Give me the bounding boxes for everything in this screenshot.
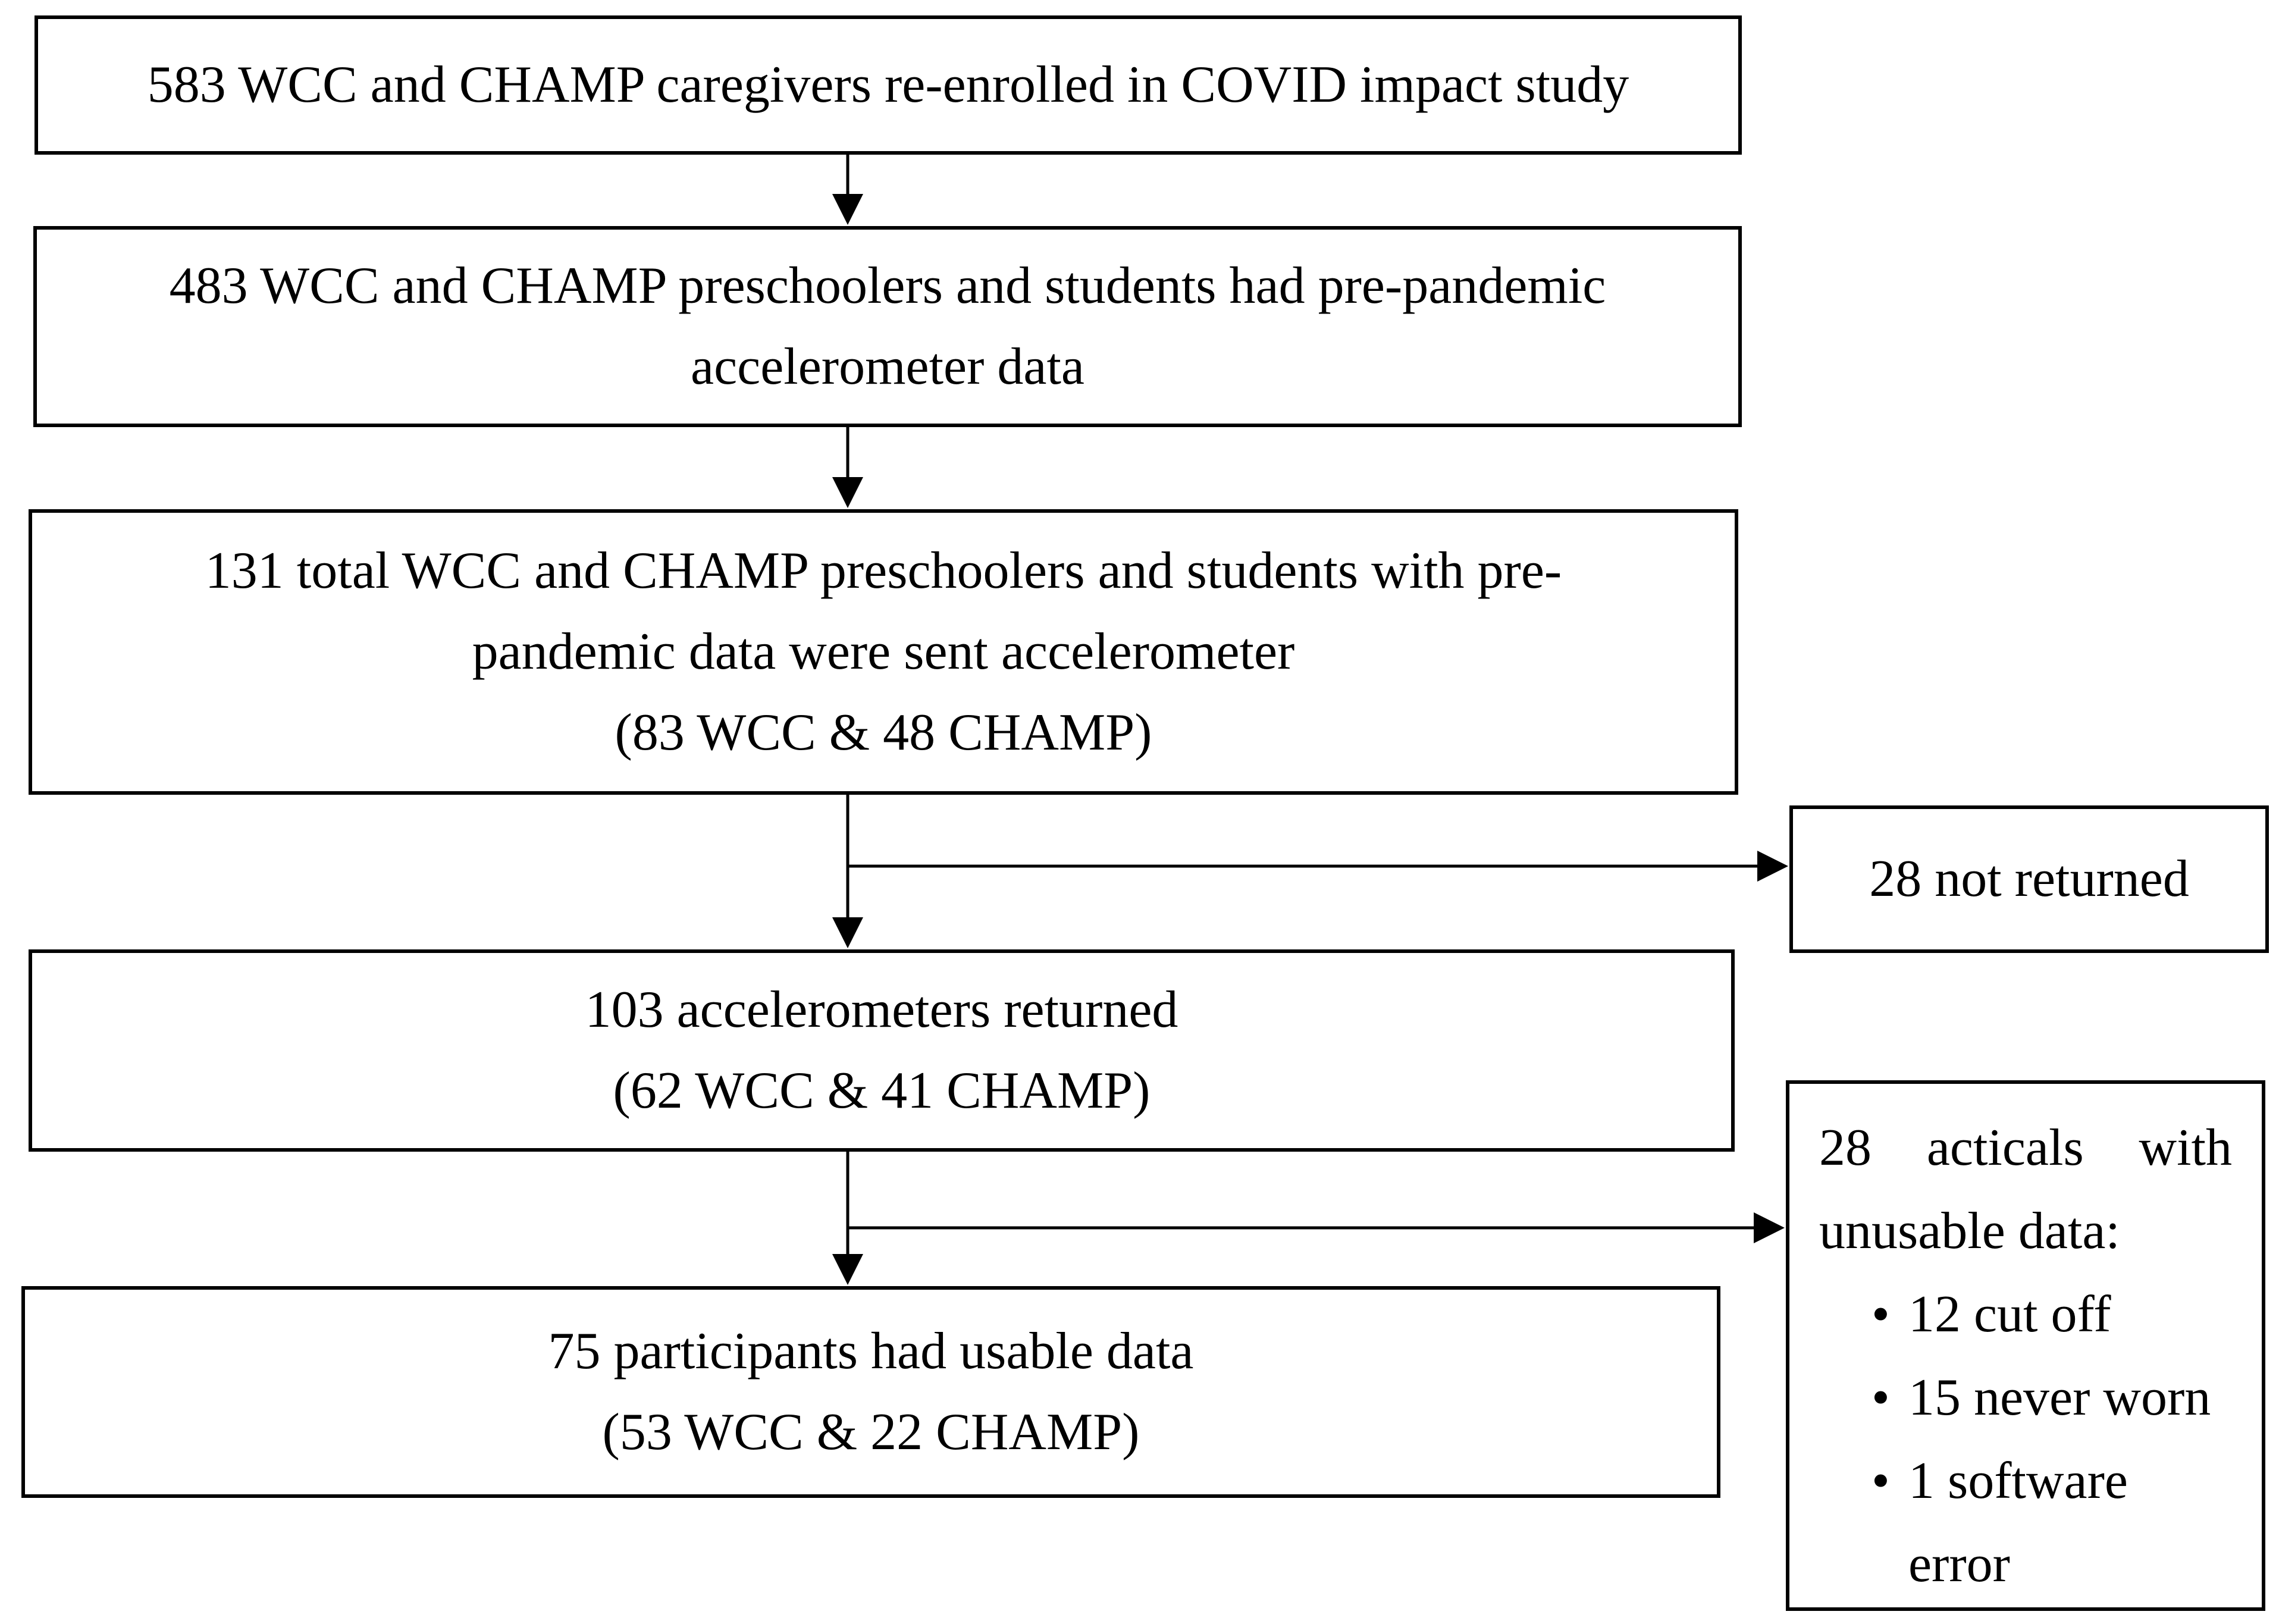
box-prepandemic-accel-data: 483 WCC and CHAMP preschoolers and stude… — [33, 226, 1742, 427]
box-usable-text-line1: 75 participants had usable data — [548, 1322, 1194, 1380]
arrow-prepandemic-to-sent — [832, 425, 863, 508]
arrow-enrolled-to-prepandemic — [832, 150, 863, 225]
box-enrolled-caregivers: 583 WCC and CHAMP caregivers re-enrolled… — [35, 15, 1742, 155]
list-item: • 1 software error — [1819, 1440, 2232, 1606]
box-sent-text-line2: pandemic data were sent accelerometer — [472, 623, 1295, 681]
arrow-branch-not-returned — [847, 851, 1788, 882]
box-sent-text-line3: (83 WCC & 48 CHAMP) — [615, 704, 1152, 761]
box-sent-accelerometer: 131 total WCC and CHAMP preschoolers and… — [29, 509, 1738, 795]
list-item: • 12 cut off — [1819, 1273, 2232, 1356]
box-accelerometers-returned: 103 accelerometers returned (62 WCC & 41… — [29, 949, 1735, 1152]
list-item: • 15 never worn — [1819, 1356, 2232, 1440]
box-returned-text-line2: (62 WCC & 41 CHAMP) — [613, 1062, 1151, 1120]
box-not-returned: 28 not returned — [1789, 805, 2269, 953]
box-sent-text-line1: 131 total WCC and CHAMP preschoolers and… — [205, 542, 1562, 600]
arrow-branch-unusable — [847, 1212, 1785, 1243]
bullet-icon: • — [1872, 1286, 1890, 1343]
box-prepandemic-text-line2: accelerometer data — [691, 338, 1084, 396]
box-prepandemic-text-line1: 483 WCC and CHAMP preschoolers and stude… — [169, 257, 1606, 315]
bullet-icon: • — [1872, 1452, 1890, 1510]
box-usable-text-line2: (53 WCC & 22 CHAMP) — [602, 1403, 1140, 1461]
box-unusable-intro-text: 28 acticals with unusable data: — [1819, 1119, 2232, 1260]
box-unusable-acticals: 28 acticals with unusable data: • 12 cut… — [1786, 1080, 2265, 1611]
box-not-returned-text: 28 not returned — [1869, 850, 2189, 908]
bullet-text-software-error: 1 software error — [1908, 1452, 2128, 1593]
arrow-returned-to-usable — [832, 1152, 863, 1285]
bullet-icon: • — [1872, 1369, 1890, 1427]
box-enrolled-text: 583 WCC and CHAMP caregivers re-enrolled… — [147, 56, 1629, 114]
bullet-text-never-worn: 15 never worn — [1908, 1369, 2211, 1427]
arrow-sent-to-returned — [832, 795, 863, 948]
bullet-text-cut-off: 12 cut off — [1908, 1286, 2111, 1343]
box-usable-data: 75 participants had usable data (53 WCC … — [21, 1286, 1720, 1498]
box-returned-text-line1: 103 accelerometers returned — [585, 981, 1178, 1039]
